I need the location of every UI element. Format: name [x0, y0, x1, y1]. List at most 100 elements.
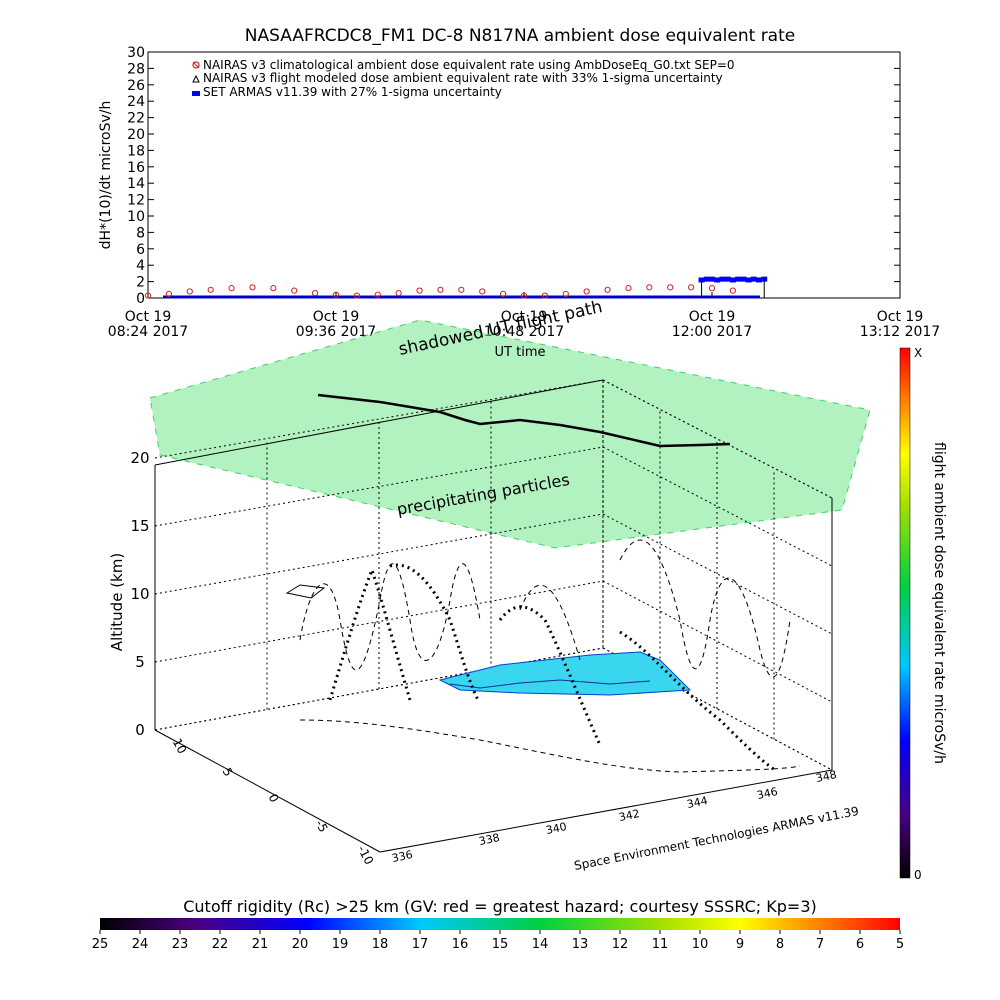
lat-tick-label: 5: [220, 765, 236, 778]
top-y-axis-label: dH*(10)/dt microSv/h: [98, 101, 114, 250]
y-tick-label: 28: [127, 61, 145, 77]
y-tick-label: 26: [127, 78, 145, 94]
cr-tick-label: 15: [492, 937, 509, 952]
lon-tick-label: 336: [391, 848, 414, 865]
lon-tick-label: 344: [686, 794, 709, 811]
climatological-point: [500, 290, 507, 297]
lon-tick-label: 342: [618, 807, 641, 824]
lon-tick-label: 346: [756, 785, 779, 802]
cr-tick-label: 24: [132, 937, 149, 952]
y-tick-label: 8: [136, 225, 145, 241]
green-particle-field: [149, 319, 871, 549]
climatological-point: [646, 284, 653, 291]
x-tick-label-date: Oct 19: [689, 309, 735, 325]
lon-tick-label: 338: [478, 831, 501, 848]
climatological-point: [437, 286, 444, 293]
lat-tick-label: -10: [355, 843, 377, 867]
x-tick-label-date: Oct 19: [501, 309, 547, 325]
cr-tick-label: 13: [572, 937, 589, 952]
climatological-point: [583, 288, 590, 295]
cyan-dose-region: [438, 651, 692, 696]
cr-tick-label: 18: [372, 937, 389, 952]
climatological-point: [207, 286, 214, 293]
z-grid-line: [154, 513, 604, 595]
cr-tick-label: 6: [856, 937, 864, 952]
armas-point: [714, 277, 721, 283]
altitude-tick-label: 5: [135, 653, 145, 671]
dose-colorbar: [899, 347, 911, 879]
particle-field-hatch: [150, 320, 870, 548]
annotation-set-credit: Space Environment Technologies ARMAS v11…: [573, 804, 860, 873]
climatological-point: [541, 292, 548, 299]
dashed-vertical-profile: [519, 539, 791, 678]
x-tick-label-time: 10:48 2017: [484, 324, 564, 340]
climatological-point: [562, 290, 569, 297]
y-tick-label: 12: [127, 193, 145, 209]
armas-point: [756, 277, 762, 283]
z-grid-line: [602, 513, 833, 635]
top-series-group: [144, 276, 768, 299]
legend-marker-triangle: [192, 74, 200, 83]
legend-marker-square: [192, 91, 200, 96]
climatological-point: [228, 285, 235, 292]
armas-point: [719, 276, 726, 282]
armas-point: [745, 277, 752, 283]
altitude-tick-label: 20: [130, 449, 149, 467]
climatological-point: [416, 287, 423, 294]
z-grid-line: [154, 379, 604, 459]
cutoff-rigidity-ticks: 25 24 23 22 21 20 19 18 17 16 15 14 13 12 11 10 9 8 7 6 5: [92, 930, 904, 952]
legend-label: SET ARMAS v11.39 with 27% 1-sigma uncert…: [203, 85, 502, 99]
cr-tick-label: 8: [776, 937, 784, 952]
climatological-point: [520, 292, 528, 299]
armas-point: [729, 277, 736, 283]
lon-axis-line: [379, 769, 833, 853]
climatological-point: [458, 286, 465, 293]
y-tick-label: 10: [127, 209, 145, 225]
3d-grid: [154, 378, 833, 771]
cr-tick-label: 11: [652, 937, 669, 952]
climatological-point: [374, 291, 381, 298]
legend: NAIRAS v3 climatological ambient dose eq…: [192, 58, 735, 99]
x-tick-label-date: Oct 19: [125, 309, 171, 325]
cr-tick-label: 9: [736, 937, 744, 952]
z-grid-line: [602, 446, 833, 567]
climatological-point: [688, 284, 695, 291]
x-tick-label-time: 08:24 2017: [108, 324, 188, 340]
armas-point: [724, 276, 731, 282]
cr-tick-label: 10: [692, 937, 709, 952]
lat-axis-line: [154, 729, 381, 853]
climatological-point: [708, 285, 716, 292]
altitude-tick-label: 15: [130, 517, 149, 535]
y-tick-label: 16: [127, 160, 145, 176]
cr-tick-label: 5: [896, 937, 904, 952]
cr-tick-label: 22: [212, 937, 229, 952]
lat-tick-label: 10: [170, 736, 190, 756]
x-tick-label-time: 13:12 2017: [860, 324, 940, 340]
cr-tick-label: 25: [92, 937, 109, 952]
cr-tick-label: 23: [172, 937, 189, 952]
x-tick-label-time: 09:36 2017: [296, 324, 376, 340]
cutoff-rigidity-title: Cutoff rigidity (Rc) >25 km (GV: red = g…: [183, 897, 817, 916]
lon-tick-label: 340: [545, 820, 568, 837]
armas-point: [735, 276, 742, 282]
lon-ticks: 336 338 340 342 344 346 348: [391, 768, 838, 865]
colorbar-bottom-label: 0: [914, 868, 922, 882]
shadowed-flight-path: [317, 393, 731, 448]
climatological-point: [395, 289, 402, 297]
ut-time-label: UT time: [495, 345, 546, 360]
particle-field-outline: [149, 319, 871, 549]
lon-tick-label: 348: [815, 768, 838, 785]
lat-tick-label: 0: [266, 791, 282, 804]
climatological-point: [625, 285, 632, 292]
x-tick-label-date: Oct 19: [313, 309, 359, 325]
z-grid-line: [154, 446, 604, 527]
cr-tick-label: 20: [292, 937, 309, 952]
armas-point: [750, 276, 757, 282]
climatological-point: [667, 284, 674, 291]
altitude-axis-label: Altitude (km): [108, 553, 126, 651]
armas-point: [709, 276, 715, 282]
dashed-ground-track: [299, 719, 801, 773]
legend-marker-cross: [192, 61, 200, 69]
